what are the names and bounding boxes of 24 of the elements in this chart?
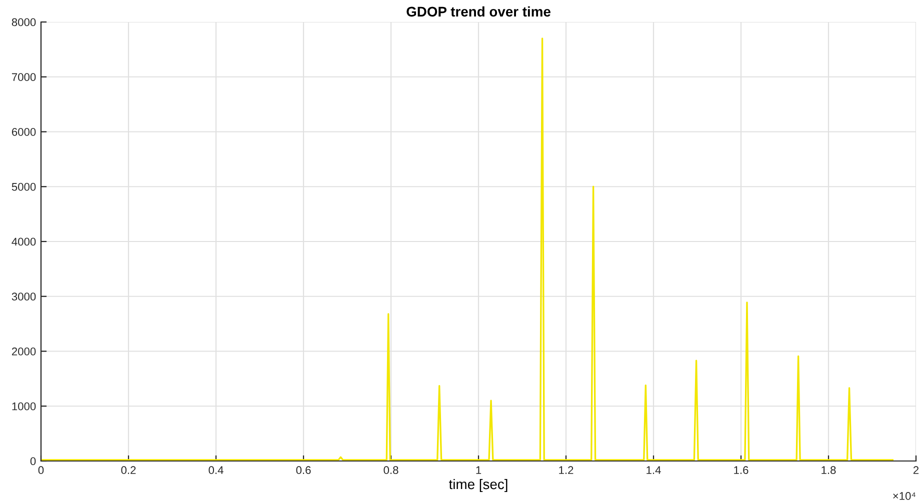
line-series: [41, 38, 894, 461]
y-tick-label: 6000: [12, 128, 36, 136]
x-tick-label: 1.8: [822, 466, 836, 474]
x-tick-label: 0.8: [384, 466, 398, 474]
y-tick-label: 4000: [12, 238, 36, 246]
y-tick-label: 7000: [12, 73, 36, 82]
y-tick-label: 8000: [12, 18, 36, 26]
text: ×10⁴: [893, 492, 916, 500]
x-tick-label: 0.2: [121, 466, 136, 474]
y-tick-label: 5000: [12, 182, 36, 191]
x-axis-title: time [sec]: [449, 478, 508, 492]
y-tick-label: 0: [30, 457, 36, 466]
y-tick-label: 1000: [12, 402, 36, 410]
x-tick-label: 1: [476, 466, 482, 474]
x-tick-label: 0.6: [296, 466, 311, 474]
y-tick-label: 3000: [12, 292, 36, 301]
x-tick-label: 1.6: [734, 466, 748, 474]
x-tick-label: 0.4: [208, 466, 224, 474]
x-tick-label: 1.2: [559, 466, 574, 474]
x-tick-label: 1.4: [646, 466, 661, 474]
x-tick-label: 2: [913, 466, 919, 474]
x-tick-label: 0: [38, 466, 44, 474]
chart-title: GDOP trend over time: [406, 6, 550, 17]
y-tick-label: 2000: [12, 348, 36, 356]
